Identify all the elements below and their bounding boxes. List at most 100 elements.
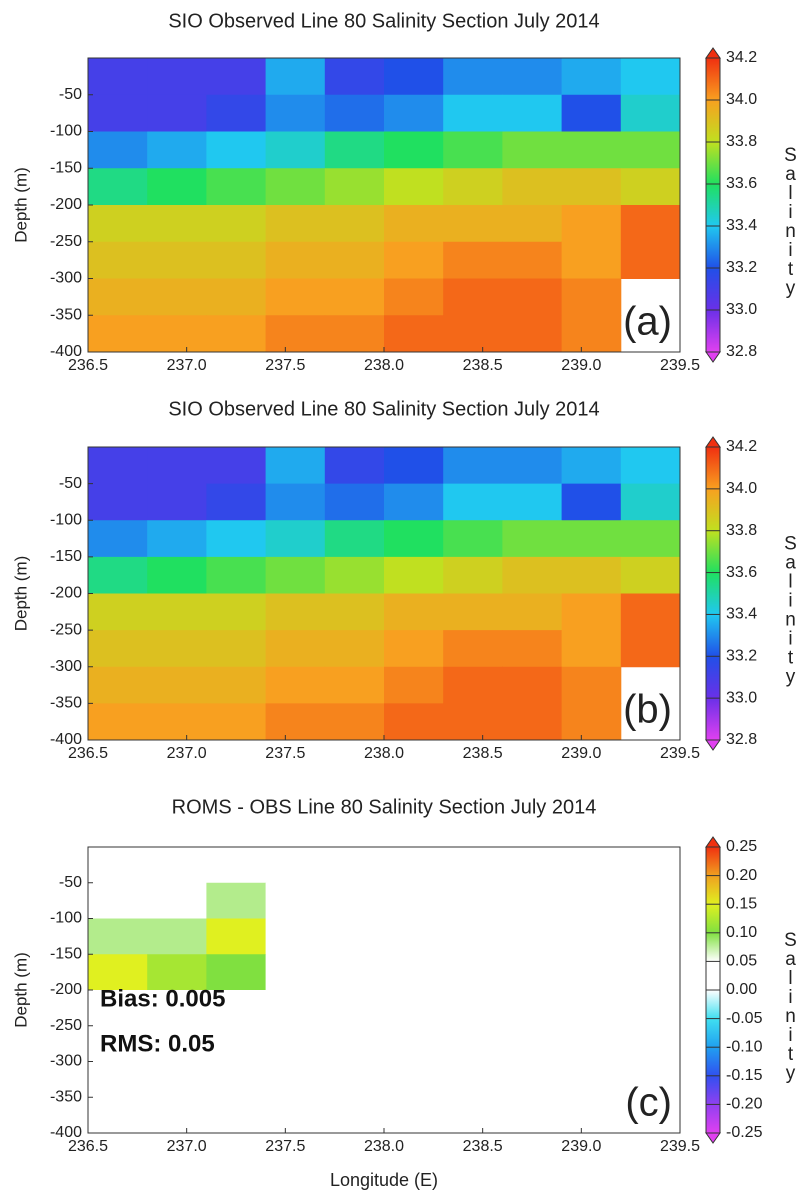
heat-cell <box>324 630 385 668</box>
x-tick-label: 237.0 <box>167 357 207 374</box>
heat-cell <box>206 703 267 741</box>
heat-cell <box>502 990 563 1027</box>
colorbar-bottom-arrow <box>705 739 721 751</box>
heat-cell <box>502 168 563 206</box>
colorbar-tick-label: 34.0 <box>726 91 757 108</box>
y-tick-label: -300 <box>50 270 82 287</box>
heat-cell <box>265 520 326 558</box>
heat-cell <box>384 630 444 668</box>
x-tick-label: 239.0 <box>561 357 601 374</box>
heat-cell <box>265 278 326 316</box>
heat-cell <box>384 315 444 353</box>
heat-cell <box>502 94 563 132</box>
heat-cell <box>324 447 385 485</box>
colorbar-tick-label: 34.0 <box>726 480 757 497</box>
x-tick-label: 237.5 <box>265 745 305 762</box>
heat-cell <box>443 1025 503 1062</box>
heat-cell <box>384 58 444 96</box>
heat-cell <box>206 666 267 704</box>
heat-cell <box>147 666 207 704</box>
x-tick-label: 239.5 <box>660 745 700 762</box>
y-tick-label: -100 <box>50 511 82 528</box>
heat-cell <box>324 703 385 741</box>
heat-cell <box>384 278 444 316</box>
heat-cell <box>265 954 326 991</box>
heat-cell <box>88 1061 148 1098</box>
x-tick-label: 239.5 <box>660 1138 700 1155</box>
heat-cell <box>265 94 326 132</box>
x-tick-label: 239.0 <box>561 745 601 762</box>
heat-cell <box>620 168 681 206</box>
y-tick-label: -350 <box>50 1088 82 1105</box>
heat-cell <box>384 168 444 206</box>
heat-cell <box>443 168 503 206</box>
heat-cell <box>384 990 444 1027</box>
colorbar-tick-label: 34.2 <box>726 49 757 66</box>
colorbar-tick-label: 33.0 <box>726 689 757 706</box>
chart-title: ROMS - OBS Line 80 Salinity Section July… <box>172 796 597 818</box>
heat-cell <box>502 954 563 991</box>
heat-cell <box>147 882 207 919</box>
heat-cell <box>324 882 385 919</box>
heat-cell <box>561 666 622 704</box>
heat-cell <box>206 918 267 955</box>
heat-cell <box>384 520 444 558</box>
colorbar-tick-label: 0.10 <box>726 924 757 941</box>
heat-cell <box>324 1025 385 1062</box>
heat-cell <box>443 593 503 631</box>
heat-cell <box>265 168 326 206</box>
heat-cell <box>620 483 681 521</box>
heat-cell <box>147 847 207 884</box>
heat-cell <box>443 556 503 594</box>
x-tick-label: 237.5 <box>265 357 305 374</box>
heat-cell <box>324 205 385 243</box>
heat-cell <box>147 954 207 991</box>
heat-cell <box>147 278 207 316</box>
heat-cell <box>147 315 207 353</box>
heat-cell <box>206 447 267 485</box>
colorbar-tick-label: 0.05 <box>726 953 757 970</box>
colorbar-tick-label: 33.6 <box>726 175 757 192</box>
heat-cell <box>620 58 681 96</box>
colorbar-tick-label: 34.2 <box>726 438 757 455</box>
colorbar-tick-label: 33.8 <box>726 133 757 150</box>
heat-cell <box>561 1025 622 1062</box>
heat-cell <box>443 241 503 279</box>
heat-cell <box>502 882 563 919</box>
heat-cell <box>265 703 326 741</box>
colorbar-bottom-arrow <box>705 1132 721 1144</box>
heat-cell <box>147 990 207 1027</box>
heat-cell <box>265 990 326 1027</box>
heat-cell <box>206 205 267 243</box>
heat-cell <box>561 1097 622 1134</box>
heat-cell <box>88 703 148 741</box>
heat-cell <box>620 1061 681 1098</box>
heat-cell <box>502 58 563 96</box>
heat-cell <box>443 94 503 132</box>
heat-cell <box>561 315 622 353</box>
heat-cell <box>443 882 503 919</box>
heat-cell <box>502 666 563 704</box>
heat-cell <box>502 315 563 353</box>
heat-cell <box>265 593 326 631</box>
heat-cell <box>561 882 622 919</box>
panel-label: (c) <box>625 1081 672 1125</box>
heat-cell <box>384 593 444 631</box>
heat-cell <box>620 241 681 279</box>
heat-cell <box>324 556 385 594</box>
heat-cell <box>620 954 681 991</box>
heat-cell <box>88 990 148 1027</box>
heat-cell <box>502 1025 563 1062</box>
heat-cell <box>561 241 622 279</box>
heat-cell <box>88 131 148 169</box>
heat-cell <box>88 315 148 353</box>
annotation: Bias: 0.005 <box>100 985 225 1012</box>
colorbar-tick-label: 33.4 <box>726 606 757 623</box>
heat-cell <box>443 205 503 243</box>
colorbar-bottom-arrow <box>705 351 721 363</box>
heat-cell <box>206 520 267 558</box>
panel-label: (b) <box>623 688 672 732</box>
heat-cell <box>265 131 326 169</box>
y-tick-label: -150 <box>50 548 82 565</box>
heat-cell <box>561 520 622 558</box>
